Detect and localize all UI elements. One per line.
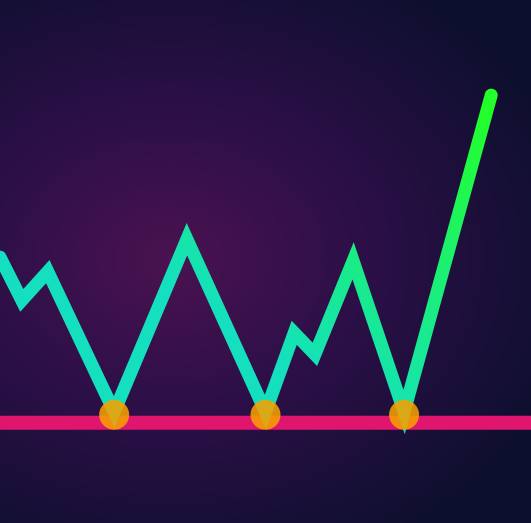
support-touch-marker	[389, 399, 420, 430]
support-touch-marker	[99, 399, 130, 430]
price-series-line	[0, 88, 498, 435]
support-touch-marker	[250, 399, 281, 430]
